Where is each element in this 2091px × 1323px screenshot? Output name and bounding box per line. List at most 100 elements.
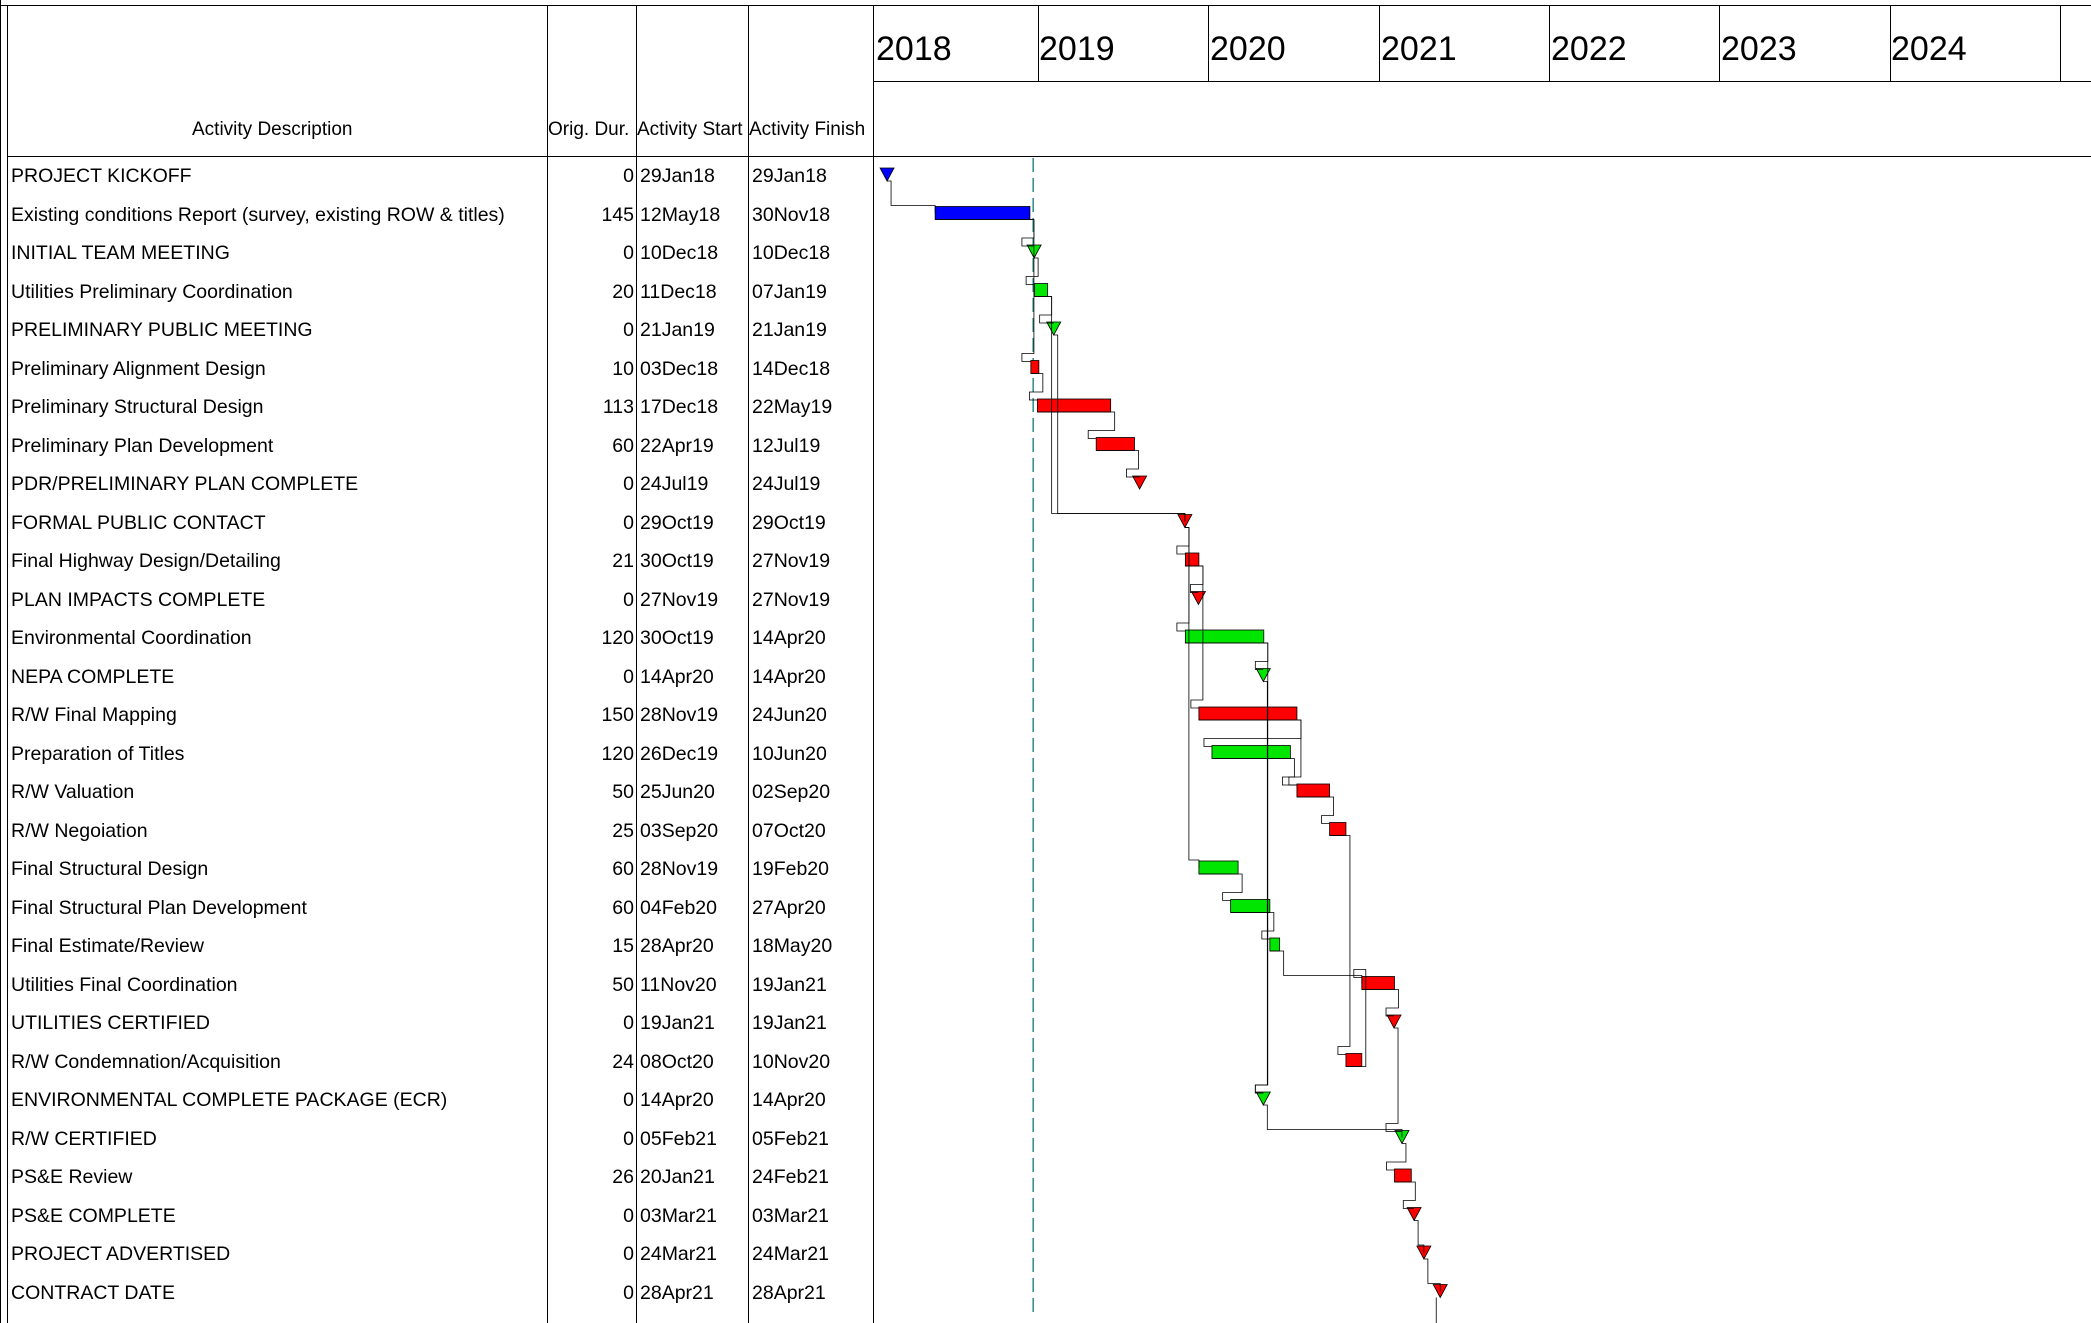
table-row[interactable]: Final Structural Plan Development 60 04Feb… <box>0 888 874 926</box>
table-row[interactable]: Preliminary Plan Development 60 22Apr19 12J… <box>0 426 874 464</box>
table-row[interactable]: PROJECT KICKOFF 0 29Jan18 29Jan18 <box>0 156 874 194</box>
table-row[interactable]: PDR/PRELIMINARY PLAN COMPLETE 0 24Jul19 24J… <box>0 464 874 502</box>
activity-finish: 28Apr21 <box>752 1281 826 1304</box>
table-row[interactable]: Final Highway Design/Detailing 21 30Oct19 2… <box>0 541 874 579</box>
orig-duration: 0 <box>623 1243 634 1265</box>
dependency-link <box>1190 565 1204 593</box>
activity-description: R/W Valuation <box>11 781 135 803</box>
activity-bar <box>1394 1168 1412 1183</box>
activity-start: 30Oct19 <box>640 550 714 572</box>
activity-description: Preliminary Plan Development <box>11 434 274 457</box>
activity-description: R/W Final Mapping <box>11 704 177 726</box>
activity-description: Environmental Coordination <box>11 627 252 649</box>
activity-description: R/W Condemnation/Acquisition <box>11 1050 281 1073</box>
dependency-link <box>1176 527 1190 555</box>
table-row[interactable]: Final Structural Design 60 28Nov19 19Feb20 <box>0 849 874 887</box>
year-label: 2022 <box>1551 30 1627 68</box>
table-row[interactable]: PS&E COMPLETE 0 03Mar21 03Mar21 <box>0 1196 874 1234</box>
activity-finish: 14Apr20 <box>752 627 826 649</box>
year-label: 2021 <box>1381 30 1457 68</box>
activity-bar <box>1345 1053 1363 1067</box>
activity-finish: 24Feb21 <box>752 1166 829 1188</box>
activity-start: 28Apr21 <box>640 1281 714 1304</box>
table-row[interactable]: R/W Condemnation/Acquisition 24 08Oct20 10N… <box>0 1042 874 1080</box>
table-row[interactable]: PS&E Review 26 20Jan21 24Feb21 <box>0 1157 874 1195</box>
milestone-marker <box>1255 1091 1271 1106</box>
activity-start: 10Dec18 <box>640 242 719 264</box>
table-row[interactable]: R/W CERTIFIED 0 05Feb21 05Feb21 <box>0 1119 874 1157</box>
table-row[interactable]: Existing conditions Report (survey, exis… <box>0 195 874 233</box>
table-row[interactable]: PRELIMINARY PUBLIC MEETING 0 21Jan19 21Jan1… <box>0 310 874 348</box>
table-row[interactable]: Final Estimate/Review 15 28Apr20 18May20 <box>0 926 874 964</box>
activity-description: PDR/PRELIMINARY PLAN COMPLETE <box>11 473 359 495</box>
table-row[interactable]: R/W Valuation 50 25Jun20 02Sep20 <box>0 772 874 810</box>
dependency-link <box>1021 219 1035 247</box>
table-row[interactable]: Preparation of Titles 120 26Dec19 10Jun20 <box>0 734 874 772</box>
activity-bar <box>1296 783 1331 798</box>
table-row[interactable]: Preliminary Structural Design 113 17Dec18 2… <box>0 387 874 425</box>
activity-start: 04Feb20 <box>640 896 717 919</box>
orig-duration: 10 <box>612 357 634 380</box>
header-orig-duration[interactable]: Orig. Dur. <box>548 119 630 140</box>
activity-finish: 24Jun20 <box>752 704 827 726</box>
table-row[interactable]: PLAN IMPACTS COMPLETE 0 27Nov19 27Nov19 <box>0 580 874 618</box>
header-activity-start[interactable]: Activity Start <box>637 119 743 140</box>
table-row[interactable]: Environmental Coordination 120 30Oct19 14Ap… <box>0 618 874 656</box>
activity-start: 12May18 <box>640 203 721 226</box>
activity-finish: 29Oct19 <box>752 511 826 534</box>
activity-bar <box>1034 283 1049 297</box>
activity-description: PS&E Review <box>11 1166 133 1188</box>
table-row[interactable]: CONTRACT DATE 0 28Apr21 28Apr21 <box>0 1273 874 1311</box>
table-row[interactable]: R/W Final Mapping 150 28Nov19 24Jun20 <box>0 695 874 733</box>
activity-bar <box>1329 822 1347 836</box>
table-row[interactable]: INITIAL TEAM MEETING 0 10Dec18 10Dec18 <box>0 233 874 271</box>
activity-bar <box>1198 860 1239 875</box>
activity-description: UTILITIES CERTIFIED <box>11 1012 210 1034</box>
activity-start: 30Oct19 <box>640 627 714 649</box>
activity-start: 03Mar21 <box>640 1204 717 1227</box>
table-row[interactable]: UTILITIES CERTIFIED 0 19Jan21 19Jan21 <box>0 1003 874 1041</box>
table-row[interactable]: Utilities Final Coordination 50 11Nov20 19J… <box>0 965 874 1003</box>
activity-finish: 27Nov19 <box>752 550 831 572</box>
activity-bar <box>1184 552 1200 567</box>
activity-finish: 07Oct20 <box>752 819 826 842</box>
orig-duration: 50 <box>612 781 634 803</box>
activity-description: PROJECT ADVERTISED <box>11 1243 231 1265</box>
milestone-marker <box>1131 475 1148 490</box>
table-row[interactable]: FORMAL PUBLIC CONTACT 0 29Oct19 29Oct19 <box>0 503 874 541</box>
orig-duration: 0 <box>623 242 634 264</box>
dependency-link <box>1126 450 1140 478</box>
orig-duration: 0 <box>623 473 634 495</box>
table-row[interactable]: PROJECT ADVERTISED 0 24Mar21 24Mar21 <box>0 1234 874 1272</box>
table-row[interactable]: R/W Negoiation 25 03Sep20 07Oct20 <box>0 811 874 849</box>
orig-duration: 150 <box>601 704 634 726</box>
activity-description: PROJECT KICKOFF <box>11 165 192 187</box>
activity-finish: 14Apr20 <box>752 665 826 688</box>
table-row[interactable]: NEPA COMPLETE 0 14Apr20 14Apr20 <box>0 657 874 695</box>
orig-duration: 0 <box>623 1089 634 1111</box>
header-activity-finish[interactable]: Activity Finish <box>749 119 866 140</box>
activity-description: CONTRACT DATE <box>11 1281 175 1304</box>
activity-description: INITIAL TEAM MEETING <box>11 242 230 264</box>
activity-finish: 27Nov19 <box>752 588 831 611</box>
activity-bar <box>1230 899 1271 913</box>
activity-start: 26Dec19 <box>640 742 719 765</box>
orig-duration: 50 <box>612 973 634 996</box>
activity-finish: 12Jul19 <box>752 434 821 457</box>
activity-description: Final Highway Design/Detailing <box>11 550 281 572</box>
activity-start: 03Sep20 <box>640 819 719 842</box>
activity-finish: 05Feb21 <box>752 1127 829 1150</box>
table-row[interactable]: Preliminary Alignment Design 10 03Dec18 14D… <box>0 349 874 387</box>
header-activity-description[interactable]: Activity Description <box>192 119 353 140</box>
dependency-link <box>1423 1258 1441 1292</box>
activity-description: FORMAL PUBLIC CONTACT <box>11 511 266 534</box>
milestone-marker <box>879 167 895 182</box>
activity-start: 20Jan21 <box>640 1166 715 1188</box>
table-row[interactable]: Utilities Preliminary Coordination 20 11De… <box>0 272 874 310</box>
activity-bar <box>1198 706 1298 721</box>
activity-bar <box>1184 629 1265 644</box>
orig-duration: 120 <box>601 627 634 649</box>
table-row[interactable]: ENVIRONMENTAL COMPLETE PACKAGE (ECR) 0 14A… <box>0 1080 874 1118</box>
dependency-link <box>1414 1220 1425 1253</box>
